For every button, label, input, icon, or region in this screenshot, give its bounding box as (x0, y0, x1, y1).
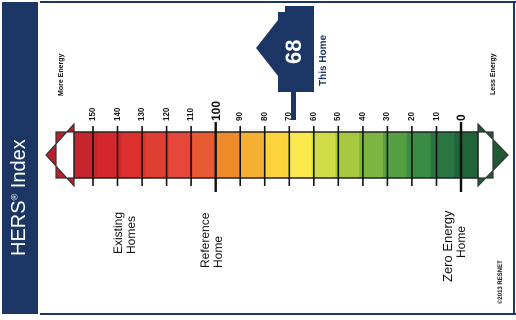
zero-energy-line1: Zero Energy (440, 210, 455, 282)
color-bar-segments (74, 132, 479, 178)
color-segment (311, 132, 337, 178)
color-segment (74, 132, 99, 178)
color-segment (406, 132, 432, 178)
tick-label-140: 140 (112, 107, 122, 121)
right-arrow-less-energy (477, 122, 509, 188)
reference-home-line1: Reference (198, 212, 212, 268)
color-segment (145, 132, 170, 178)
color-segment (240, 132, 265, 178)
tick-lines (92, 122, 463, 192)
tick-label-10: 10 (431, 112, 441, 121)
existing-homes-line2: Homes (123, 215, 138, 254)
color-segment (192, 132, 218, 178)
copyright-text: ©2013 RESNET (498, 260, 504, 304)
tick-label-20: 20 (406, 112, 416, 121)
tick-label-60: 60 (308, 112, 318, 121)
reference-home-line2: Home (210, 235, 225, 268)
this-home-score: 68 (281, 39, 306, 64)
color-segment (97, 132, 123, 178)
color-segment (430, 132, 455, 178)
tick-label-30: 30 (382, 112, 392, 121)
house-icon (256, 6, 314, 92)
tick-label-150: 150 (88, 107, 97, 121)
this-home-label: This Home (318, 34, 329, 86)
zero-energy-line2: Home (453, 225, 468, 258)
existing-homes-label: Existing Homes (111, 211, 138, 254)
hers-sidebar: HERS® Index (2, 2, 38, 314)
this-home-marker (256, 6, 314, 120)
less-energy-label: Less Energy (490, 53, 497, 95)
existing-homes-line1: Existing (111, 211, 125, 254)
tick-label-80: 80 (259, 112, 269, 121)
tick-label-90: 90 (235, 112, 245, 121)
zero-energy-home-label: Zero Energy Home (440, 210, 468, 282)
left-arrow-more-energy (45, 122, 75, 188)
color-bar-outline (73, 131, 479, 179)
tick-label-40: 40 (357, 112, 367, 121)
reference-home-label: Reference Home (198, 212, 225, 268)
more-energy-label: More Energy (58, 53, 65, 96)
tick-label-70: 70 (284, 112, 294, 121)
tick-label-110: 110 (186, 108, 196, 121)
color-segment (287, 132, 313, 178)
tick-label-120: 120 (161, 107, 171, 121)
tick-label-50: 50 (333, 112, 343, 121)
color-segment (382, 132, 408, 178)
tick-label-130: 130 (137, 107, 147, 121)
color-segment (335, 132, 360, 178)
tick-label-0: 0 (454, 114, 468, 121)
color-segment (454, 132, 479, 178)
color-segment (264, 132, 289, 178)
tick-label-100: 100 (208, 100, 223, 121)
color-segment (216, 132, 241, 178)
color-segment (169, 132, 194, 178)
this-home-pointer (291, 92, 296, 120)
